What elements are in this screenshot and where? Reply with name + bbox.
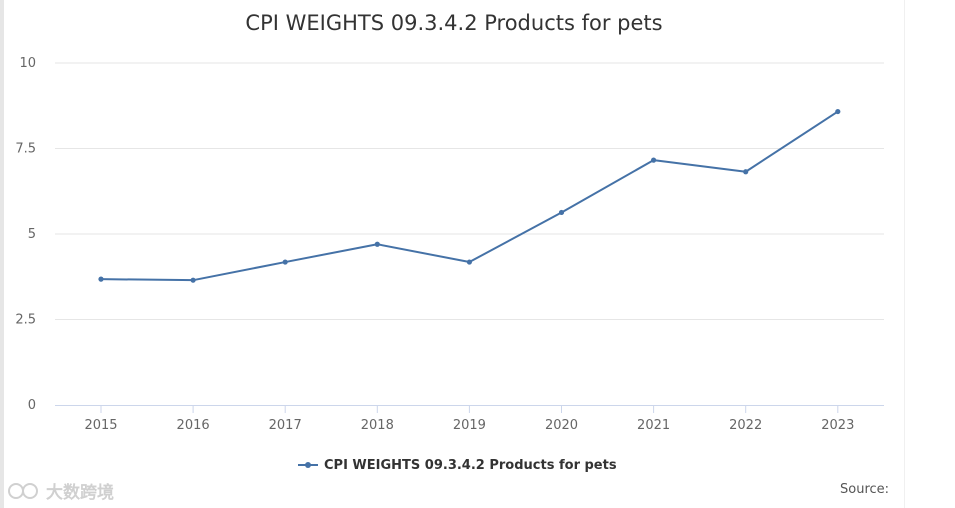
- x-tick-label: 2020: [545, 418, 578, 433]
- data-point[interactable]: [282, 259, 288, 265]
- x-tick-label: 2017: [269, 418, 302, 433]
- source-label: Source:: [840, 482, 890, 497]
- x-tick-label: 2021: [637, 418, 670, 433]
- x-tick-label: 2015: [84, 418, 117, 433]
- grid-lines: [55, 62, 884, 320]
- right-edge-bar: [904, 0, 905, 508]
- y-tick-label: 10: [19, 56, 36, 71]
- x-tick-label: 2019: [453, 418, 486, 433]
- watermark-text: 大数跨境: [46, 483, 114, 503]
- y-axis-ticks: 0 2.5 5 7.5 10: [15, 56, 36, 413]
- legend-label[interactable]: CPI WEIGHTS 09.3.4.2 Products for pets: [324, 458, 617, 473]
- y-tick-label: 5: [28, 227, 36, 242]
- data-point[interactable]: [190, 277, 196, 283]
- left-edge-bar: [0, 0, 4, 508]
- data-point[interactable]: [98, 276, 104, 282]
- x-tick-label: 2023: [821, 418, 854, 433]
- data-point[interactable]: [651, 157, 657, 163]
- data-point[interactable]: [466, 259, 472, 265]
- watermark: 大数跨境: [8, 478, 114, 503]
- data-series: [98, 108, 841, 283]
- data-point[interactable]: [558, 209, 565, 216]
- y-tick-label: 2.5: [15, 313, 36, 328]
- x-axis: 2015 2016 2017 2018 2019 2020 2021 2022 2023: [55, 405, 884, 433]
- data-point[interactable]: [374, 241, 380, 247]
- x-tick-label: 2018: [361, 418, 394, 433]
- y-tick-label: 0: [28, 398, 36, 413]
- legend[interactable]: CPI WEIGHTS 09.3.4.2 Products for pets: [298, 458, 617, 473]
- chart-title: CPI WEIGHTS 09.3.4.2 Products for pets: [245, 11, 662, 35]
- data-point[interactable]: [835, 108, 841, 115]
- legend-dot-marker: [305, 462, 311, 468]
- x-tick-label: 2016: [177, 418, 210, 433]
- data-point[interactable]: [743, 169, 749, 175]
- series-line-0: [100, 110, 839, 282]
- y-tick-label: 7.5: [15, 142, 36, 157]
- watermark-logo-icon: [8, 482, 38, 499]
- x-tick-label: 2022: [729, 418, 762, 433]
